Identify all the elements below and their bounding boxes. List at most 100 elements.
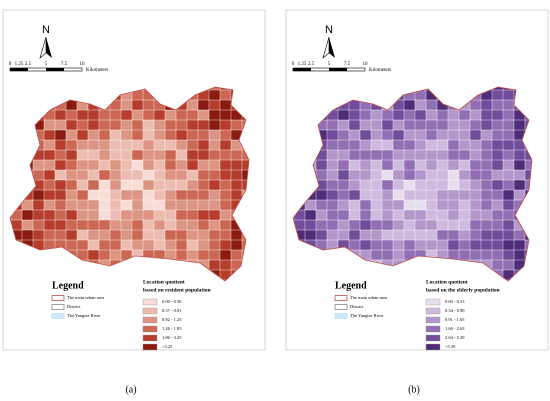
district: [403, 169, 416, 181]
district: [76, 199, 89, 211]
district: [43, 189, 56, 201]
district: [43, 209, 56, 221]
district: [315, 229, 328, 241]
district: [208, 169, 221, 181]
legend-swatch: [51, 313, 65, 319]
north-arrow-half: [39, 36, 47, 59]
district: [87, 159, 100, 171]
district: [425, 129, 438, 141]
district: [513, 179, 526, 191]
district: [436, 149, 449, 161]
district: [348, 209, 361, 221]
district: [87, 219, 100, 231]
district: [120, 209, 133, 221]
district: [359, 109, 372, 121]
district: [425, 189, 438, 201]
district: [54, 129, 67, 141]
district: [219, 149, 232, 161]
district: [54, 199, 67, 211]
district: [480, 159, 493, 171]
district: [175, 249, 188, 261]
district: [458, 219, 471, 231]
district: [175, 119, 188, 131]
district: [469, 209, 482, 221]
district: [54, 139, 67, 151]
district: [491, 229, 504, 241]
district: [370, 149, 383, 161]
district: [315, 169, 328, 181]
scale-unit: Kilometers: [369, 68, 391, 73]
district: [98, 239, 111, 251]
district: [54, 189, 67, 201]
district: [131, 99, 144, 111]
district: [469, 249, 482, 261]
district: [381, 119, 394, 131]
district: [120, 239, 133, 251]
district: [142, 219, 155, 231]
district: [76, 169, 89, 181]
district: [142, 119, 155, 131]
district: [458, 159, 471, 171]
district: [197, 159, 210, 171]
district: [109, 119, 122, 131]
classes-title: based on resident population: [143, 287, 211, 293]
scale-label: 7.5: [344, 62, 351, 67]
district: [403, 229, 416, 241]
district: [403, 99, 416, 111]
district: [109, 249, 122, 261]
district: [447, 199, 460, 211]
classes-title: based on the elderly population: [426, 287, 500, 293]
district: [480, 129, 493, 141]
scale-label: 0: [292, 62, 295, 67]
district: [153, 219, 166, 231]
district: [65, 229, 78, 241]
district: [436, 189, 449, 201]
district: [381, 179, 394, 191]
district: [469, 159, 482, 171]
district: [208, 209, 221, 221]
district: [370, 129, 383, 141]
district: [65, 219, 78, 231]
district: [142, 209, 155, 221]
district: [54, 209, 67, 221]
district: [208, 189, 221, 201]
district: [32, 229, 45, 241]
district: [491, 149, 504, 161]
district: [480, 189, 493, 201]
district: [458, 119, 471, 131]
district: [87, 149, 100, 161]
district: [208, 89, 221, 101]
district: [480, 119, 493, 131]
district: [186, 99, 199, 111]
district: [208, 259, 221, 271]
district: [348, 169, 361, 181]
district: [414, 209, 427, 221]
district: [197, 229, 210, 241]
district: [359, 119, 372, 131]
class-swatch: [425, 325, 441, 333]
district: [131, 119, 144, 131]
district: [65, 189, 78, 201]
district: [164, 149, 177, 161]
district: [458, 109, 471, 121]
class-swatch: [142, 334, 158, 342]
district: [436, 219, 449, 231]
district: [392, 179, 405, 191]
class-swatch: [425, 298, 441, 306]
district: [76, 239, 89, 251]
district: [98, 159, 111, 171]
district: [469, 169, 482, 181]
district: [175, 239, 188, 251]
district: [87, 239, 100, 251]
district: [381, 139, 394, 151]
district: [120, 109, 133, 121]
district: [370, 219, 383, 231]
legend-swatch: [334, 295, 348, 301]
district: [197, 219, 210, 231]
district: [120, 159, 133, 171]
district: [447, 219, 460, 231]
district: [120, 189, 133, 201]
district: [87, 179, 100, 191]
district: [315, 189, 328, 201]
district: [109, 239, 122, 251]
